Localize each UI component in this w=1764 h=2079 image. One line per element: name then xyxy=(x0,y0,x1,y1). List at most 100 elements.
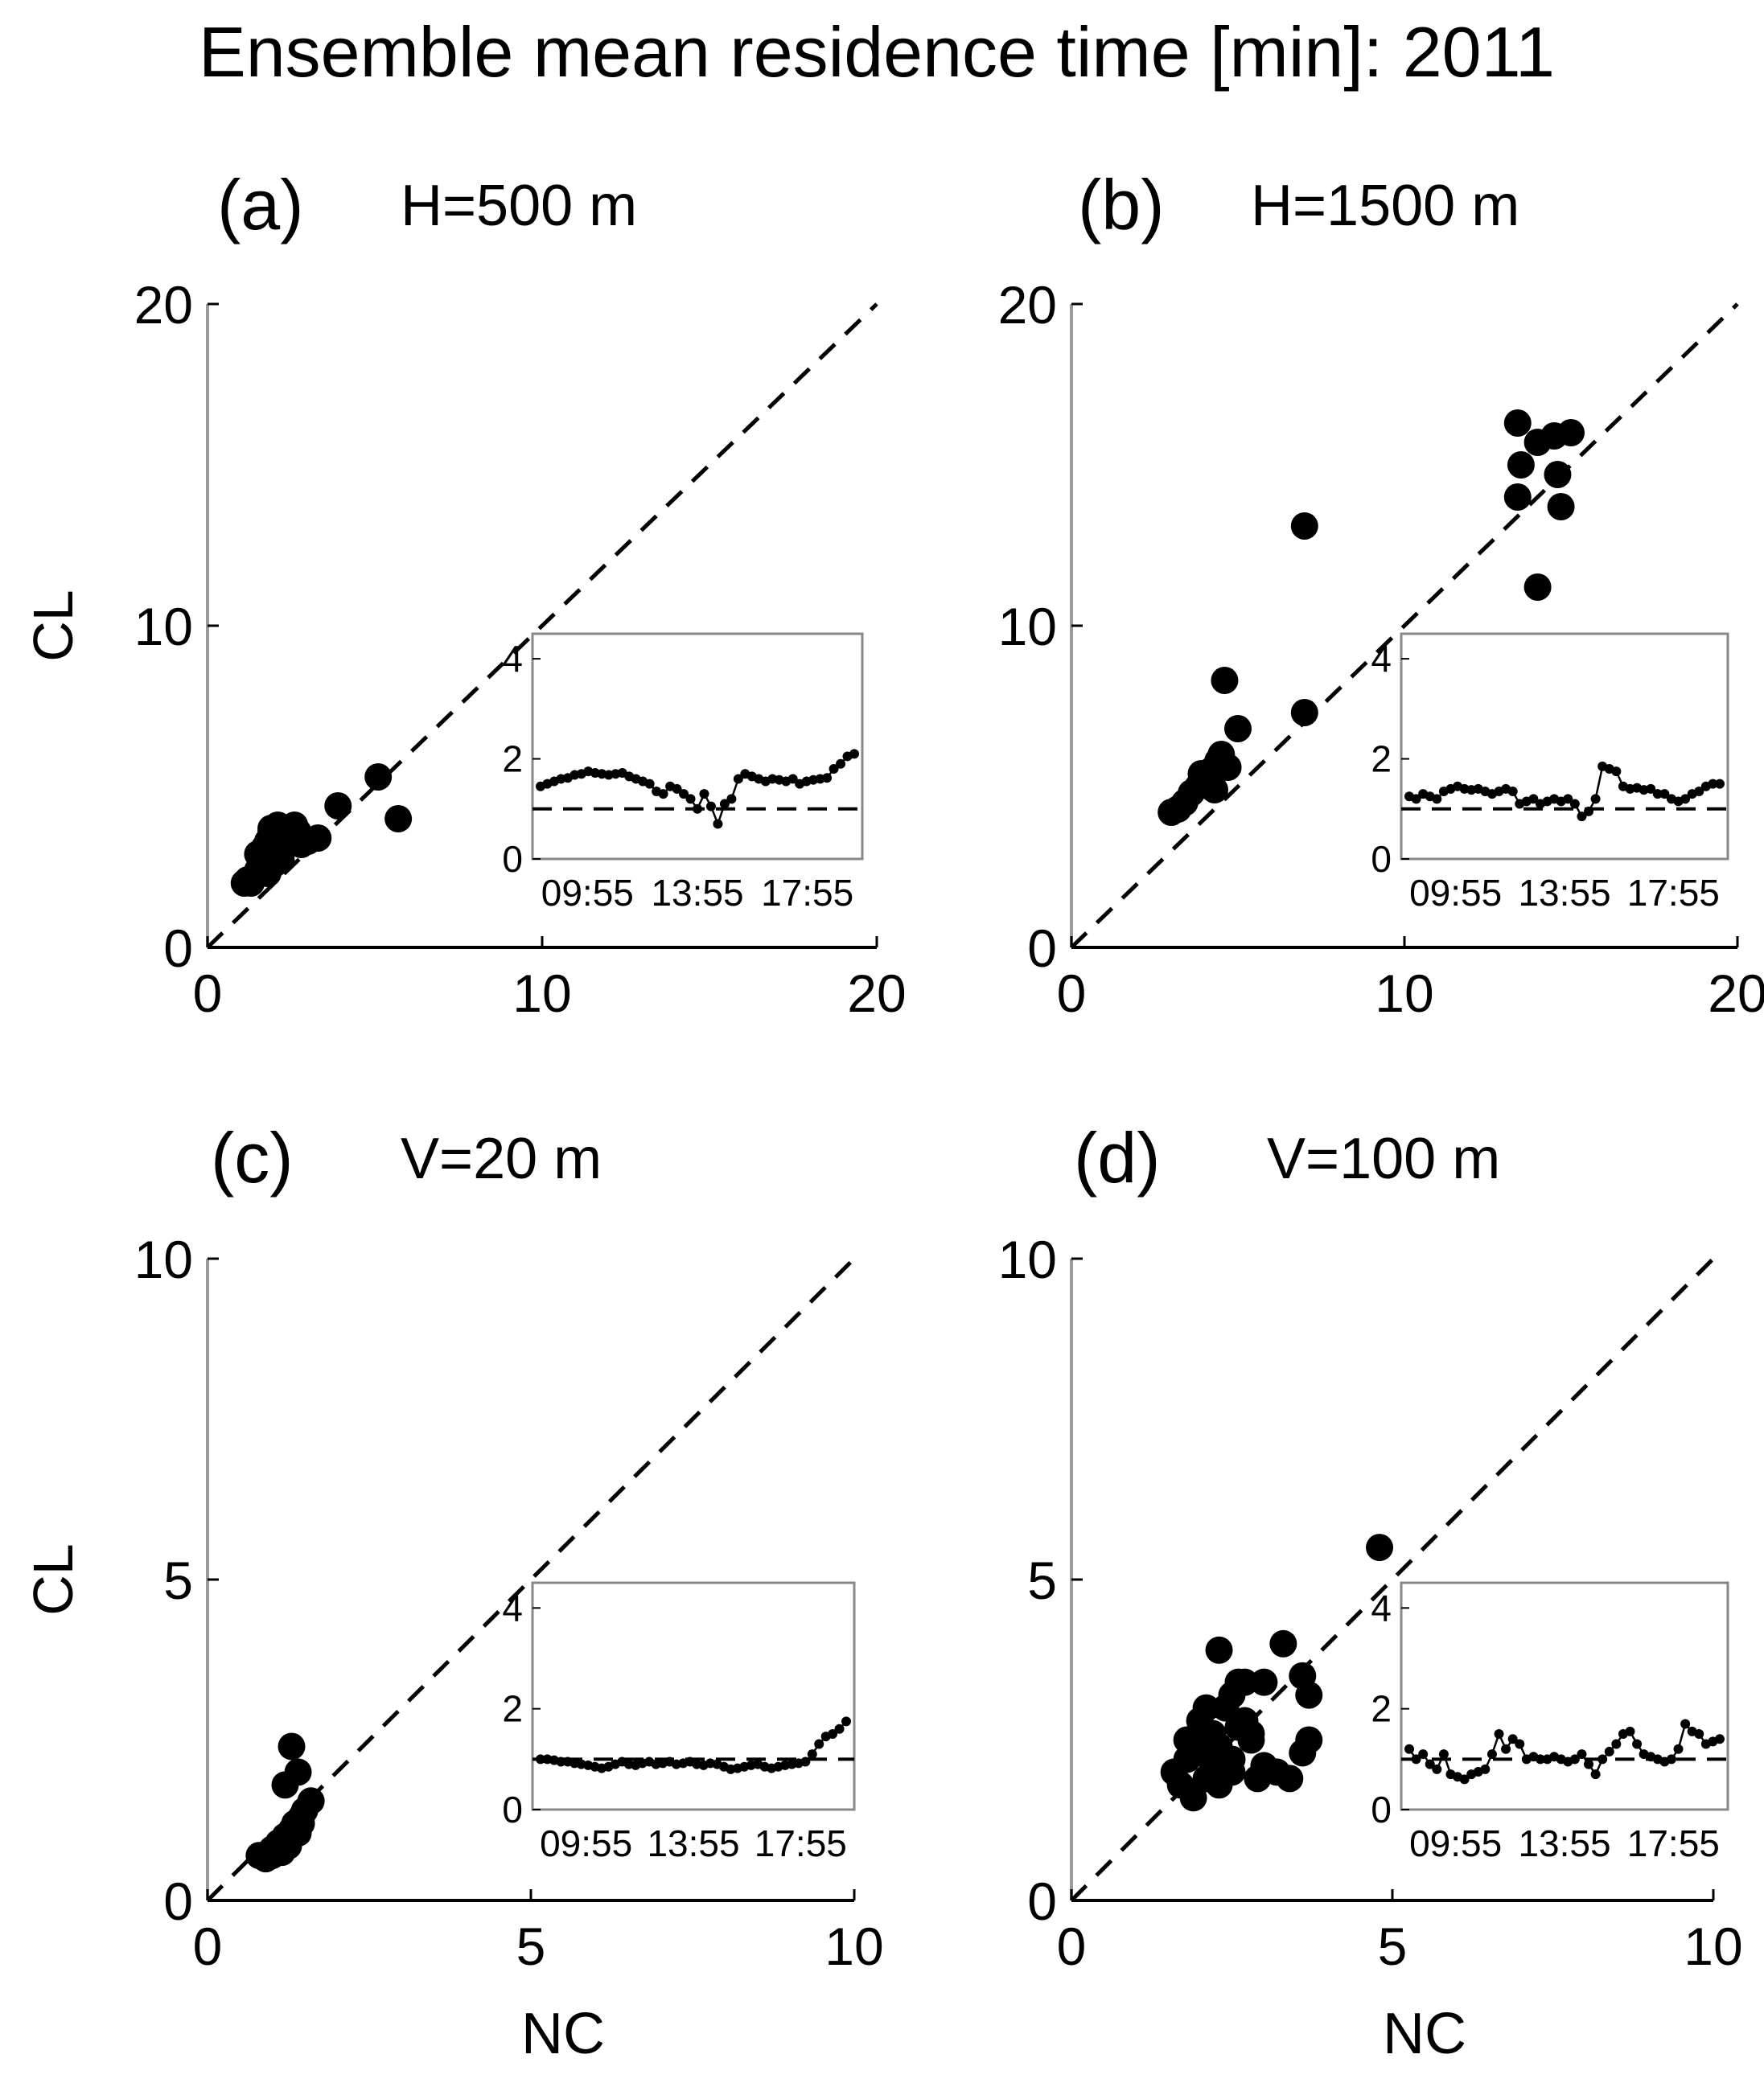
scatter-point xyxy=(1211,1694,1240,1722)
inset-point xyxy=(1680,1719,1691,1729)
x-tick-label: 5 xyxy=(516,1917,546,1976)
inset-point xyxy=(1625,1726,1635,1736)
scatter-point xyxy=(1507,451,1535,479)
inset-point xyxy=(685,794,696,804)
scatter-point xyxy=(1179,1784,1207,1812)
inset-x-tick-label: 09:55 xyxy=(541,872,634,914)
scatter-point xyxy=(384,805,413,832)
inset-point xyxy=(814,1739,824,1749)
y-tick-label: 5 xyxy=(1027,1551,1057,1610)
panel-label: (b) xyxy=(1078,165,1165,244)
inset-point xyxy=(1590,794,1601,804)
inset-point xyxy=(1438,1749,1449,1760)
inset-point xyxy=(699,789,709,799)
inset-point xyxy=(822,773,833,783)
inset-point xyxy=(828,1729,838,1739)
inset-y-tick-label: 4 xyxy=(1371,638,1392,680)
scatter-point xyxy=(1290,699,1318,726)
inset-point xyxy=(1590,1769,1601,1780)
scatter-point xyxy=(278,1732,306,1761)
panel-title: V=20 m xyxy=(401,1127,602,1191)
inset-point xyxy=(1494,1729,1504,1739)
inset-point xyxy=(1535,1754,1545,1765)
inset-point xyxy=(1501,1744,1511,1754)
inset-y-tick-label: 4 xyxy=(1371,1587,1392,1629)
inset-plot: 0 2 4 09:55 13:55 17:55 xyxy=(502,632,864,914)
y-tick-label: 5 xyxy=(163,1551,193,1610)
y-tick-label: 20 xyxy=(998,275,1057,335)
scatter-point xyxy=(270,834,298,861)
inset-x-tick-label: 17:55 xyxy=(761,872,853,914)
inset-x-tick-label: 17:55 xyxy=(755,1822,847,1864)
scatter-point xyxy=(1218,1758,1246,1786)
panel-label: (c) xyxy=(211,1118,294,1198)
inset-frame xyxy=(1400,1581,1729,1811)
inset-x-tick-label: 13:55 xyxy=(647,1822,739,1864)
inset-point xyxy=(556,1756,566,1767)
scatter-point xyxy=(1231,1668,1259,1696)
inset-point xyxy=(1404,1744,1414,1754)
inset-y-tick-label: 4 xyxy=(502,638,523,680)
inset-point xyxy=(733,774,743,784)
inset-point xyxy=(1411,1754,1421,1765)
scatter-point xyxy=(1544,461,1572,488)
inset-x-tick-label: 13:55 xyxy=(1518,1822,1610,1864)
scatter-point xyxy=(1211,667,1239,694)
x-tick-label: 10 xyxy=(1684,1917,1742,1976)
scatter-point xyxy=(324,792,352,820)
scatter-point xyxy=(1201,776,1229,803)
inset-frame xyxy=(1400,632,1729,861)
inset-frame xyxy=(531,632,864,861)
inset-point xyxy=(1480,1764,1491,1774)
inset-x-tick-label: 13:55 xyxy=(1518,872,1610,914)
x-tick-label: 0 xyxy=(1057,1917,1087,1976)
inset-point xyxy=(836,758,846,769)
inset-point xyxy=(1418,1749,1429,1760)
x-tick-label: 10 xyxy=(1375,963,1433,1023)
y-axis-label: CL xyxy=(22,590,84,661)
y-tick-label: 0 xyxy=(163,1872,193,1931)
figure-title: Ensemble mean residence time [min]: 2011 xyxy=(199,12,1555,92)
inset-point xyxy=(1632,1739,1643,1749)
scatter-point xyxy=(1237,1719,1265,1748)
inset-y-tick-label: 0 xyxy=(1371,838,1392,880)
panel-title: H=1500 m xyxy=(1251,174,1519,238)
inset-x-tick-label: 17:55 xyxy=(1627,872,1720,914)
panel-label: (d) xyxy=(1074,1118,1161,1198)
inset-point xyxy=(834,1724,845,1734)
one-to-one-line xyxy=(1070,302,1739,949)
panel-title: V=100 m xyxy=(1267,1127,1500,1191)
inset-plot: 0 2 4 09:55 13:55 17:55 xyxy=(1371,1581,1729,1864)
inset-point xyxy=(1680,794,1691,804)
scatter-point xyxy=(1173,1745,1201,1773)
inset-point xyxy=(1563,794,1573,804)
inset-point xyxy=(787,774,798,784)
inset-y-tick-label: 0 xyxy=(1371,1789,1392,1830)
scatter-point xyxy=(1295,1681,1323,1709)
y-tick-label: 0 xyxy=(1027,1872,1057,1931)
inset-point xyxy=(1652,789,1663,799)
inset-point xyxy=(1459,1774,1470,1785)
inset-plot: 0 2 4 09:55 13:55 17:55 xyxy=(1371,632,1729,914)
inset-plot: 0 2 4 09:55 13:55 17:55 xyxy=(502,1581,856,1864)
scatter-point xyxy=(1523,573,1552,601)
y-tick-label: 0 xyxy=(163,918,193,978)
scatter-point xyxy=(1205,1636,1233,1664)
inset-point xyxy=(1569,1754,1580,1765)
y-axis-label: CL xyxy=(22,1543,84,1615)
inset-point xyxy=(1486,1749,1497,1760)
inset-point xyxy=(1694,1729,1704,1739)
scatter-point xyxy=(1290,512,1318,540)
inset-frame xyxy=(531,1581,856,1811)
inset-point xyxy=(1584,806,1594,816)
inset-point xyxy=(1411,794,1421,804)
scatter-point xyxy=(1295,1726,1323,1754)
inset-x-tick-label: 09:55 xyxy=(540,1822,632,1864)
inset-point xyxy=(1584,1759,1594,1769)
scatter-point xyxy=(1366,1534,1394,1562)
x-tick-label: 0 xyxy=(1057,963,1087,1023)
inset-point xyxy=(841,1716,851,1727)
inset-point xyxy=(1432,794,1442,804)
